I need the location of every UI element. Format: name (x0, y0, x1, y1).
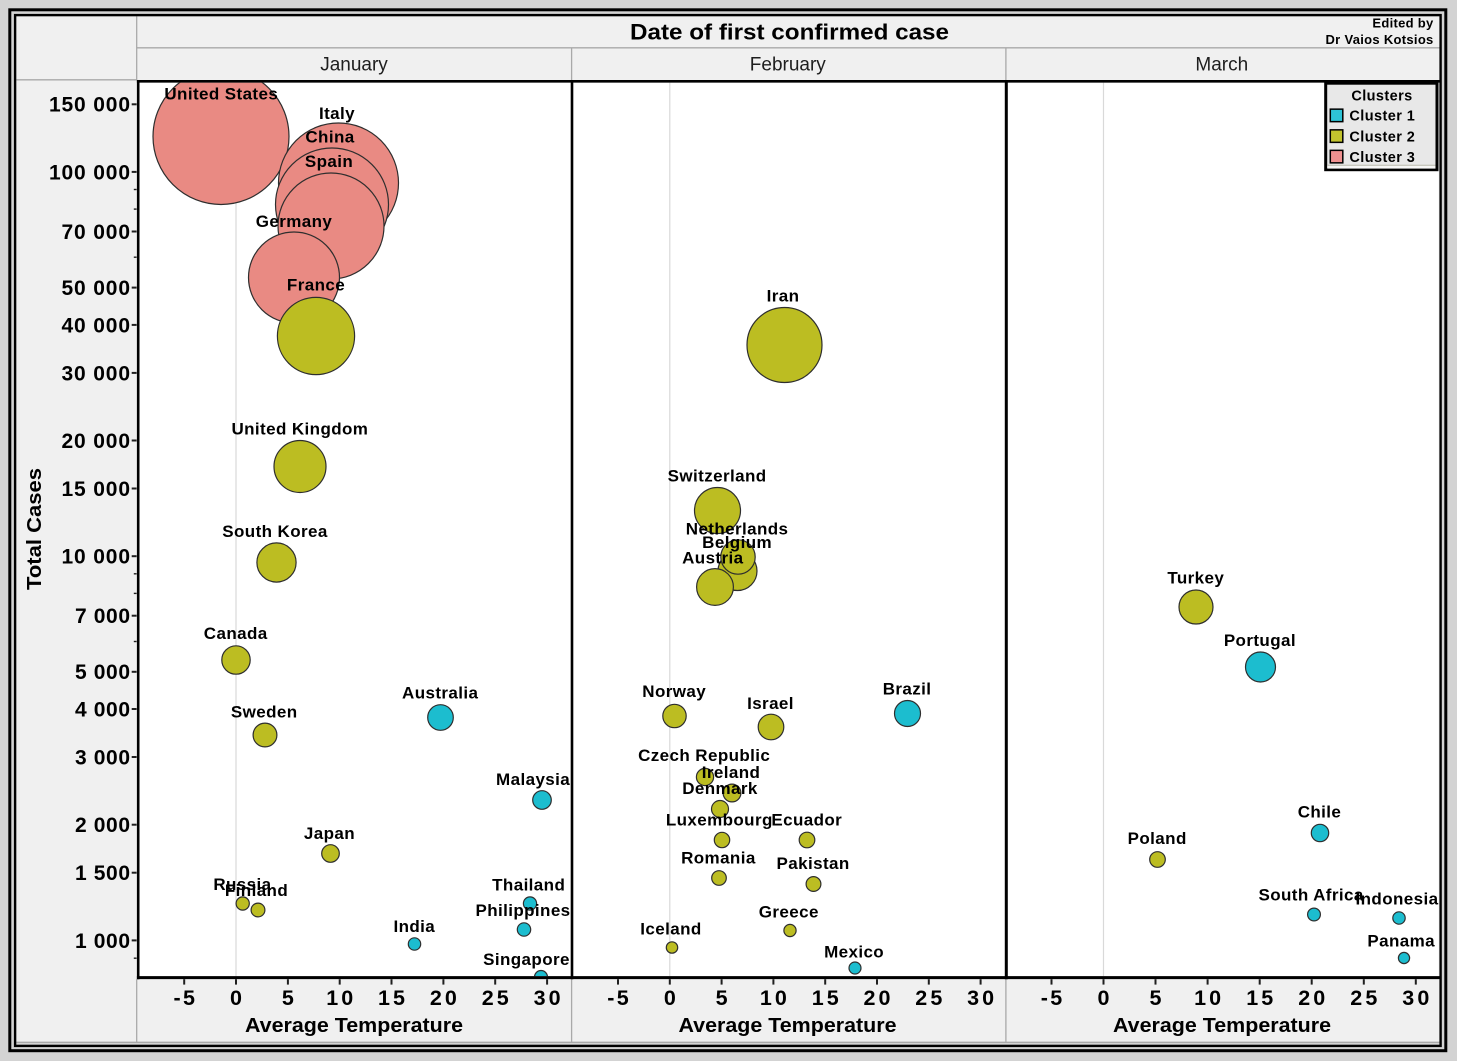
svg-text:March: March (1195, 55, 1248, 76)
svg-text:5: 5 (282, 986, 294, 1010)
svg-text:Greece: Greece (759, 902, 819, 921)
svg-text:Clusters: Clusters (1351, 89, 1412, 105)
svg-text:Average Temperature: Average Temperature (679, 1015, 897, 1037)
svg-text:100 000: 100 000 (49, 161, 130, 184)
svg-text:20 000: 20 000 (62, 430, 131, 453)
svg-text:United States: United States (164, 85, 278, 104)
svg-text:Italy: Italy (319, 104, 355, 123)
svg-text:Czech Republic: Czech Republic (638, 746, 770, 765)
svg-text:Cluster 3: Cluster 3 (1349, 150, 1415, 166)
svg-text:Pakistan: Pakistan (777, 854, 850, 873)
svg-text:5: 5 (1150, 986, 1162, 1010)
svg-text:Iceland: Iceland (640, 920, 701, 939)
svg-text:South Africa: South Africa (1258, 885, 1363, 904)
svg-text:1 500: 1 500 (75, 862, 130, 885)
svg-text:Brazil: Brazil (883, 680, 932, 699)
svg-text:Australia: Australia (402, 684, 478, 703)
svg-text:South Korea: South Korea (222, 522, 328, 541)
svg-text:150 000: 150 000 (49, 94, 130, 117)
svg-text:Ecuador: Ecuador (771, 811, 842, 830)
svg-text:January: January (320, 55, 388, 76)
svg-text:Thailand: Thailand (492, 876, 565, 895)
svg-text:Ireland: Ireland (702, 763, 761, 782)
svg-text:Sweden: Sweden (231, 703, 298, 722)
svg-text:-5: -5 (1041, 986, 1063, 1010)
svg-text:China: China (305, 128, 354, 147)
svg-text:Belgium: Belgium (702, 533, 772, 552)
svg-text:Dr Vaios Kotsios: Dr Vaios Kotsios (1325, 32, 1433, 47)
svg-text:3 000: 3 000 (75, 746, 130, 769)
svg-text:Switzerland: Switzerland (668, 467, 767, 486)
svg-text:February: February (750, 55, 827, 76)
svg-text:-5: -5 (173, 986, 195, 1010)
svg-text:2 000: 2 000 (75, 814, 130, 837)
svg-text:40 000: 40 000 (62, 314, 131, 337)
svg-text:United Kingdom: United Kingdom (231, 420, 368, 439)
svg-text:Finland: Finland (225, 881, 288, 900)
svg-text:Philippines: Philippines (475, 901, 570, 920)
svg-text:Total Cases: Total Cases (24, 468, 46, 590)
svg-text:4 000: 4 000 (75, 698, 130, 721)
svg-text:Russia: Russia (213, 875, 271, 894)
svg-text:Netherlands: Netherlands (686, 520, 789, 539)
svg-text:0: 0 (1098, 986, 1110, 1010)
svg-text:Date of first confirmed case: Date of first confirmed case (630, 20, 949, 45)
svg-text:Edited by: Edited by (1372, 16, 1434, 31)
svg-text:Singapore: Singapore (483, 950, 570, 969)
svg-text:Cluster 1: Cluster 1 (1349, 109, 1415, 125)
svg-text:Japan: Japan (304, 824, 355, 843)
svg-text:0: 0 (230, 986, 242, 1010)
svg-text:Portugal: Portugal (1224, 631, 1296, 650)
svg-text:-5: -5 (607, 986, 629, 1010)
svg-text:1 000: 1 000 (75, 930, 130, 953)
svg-text:Spain: Spain (305, 152, 353, 171)
svg-text:Average Temperature: Average Temperature (1113, 1015, 1331, 1037)
svg-text:30 000: 30 000 (62, 362, 131, 385)
svg-text:Cluster 2: Cluster 2 (1349, 129, 1415, 145)
svg-text:15 000: 15 000 (62, 478, 131, 501)
svg-text:7 000: 7 000 (75, 605, 130, 628)
svg-text:Chile: Chile (1298, 803, 1342, 822)
svg-text:Germany: Germany (256, 212, 333, 231)
svg-text:Austria: Austria (682, 549, 744, 568)
svg-text:50 000: 50 000 (62, 277, 131, 300)
svg-text:Average Temperature: Average Temperature (245, 1015, 463, 1037)
svg-text:France: France (287, 276, 345, 295)
svg-text:India: India (393, 917, 435, 936)
svg-text:Denmark: Denmark (682, 779, 758, 798)
svg-text:Norway: Norway (642, 682, 706, 701)
svg-text:Canada: Canada (204, 624, 268, 643)
svg-text:Iran: Iran (767, 286, 800, 305)
svg-text:Panama: Panama (1367, 931, 1435, 950)
svg-text:70 000: 70 000 (62, 221, 131, 244)
svg-text:Israel: Israel (747, 694, 794, 713)
svg-text:Mexico: Mexico (824, 943, 884, 962)
svg-text:Turkey: Turkey (1167, 569, 1224, 588)
svg-text:5 000: 5 000 (75, 661, 130, 684)
svg-text:5: 5 (716, 986, 728, 1010)
svg-text:Indonesia: Indonesia (1356, 890, 1439, 909)
svg-text:Romania: Romania (681, 849, 756, 868)
svg-text:0: 0 (664, 986, 676, 1010)
svg-text:Luxembourg: Luxembourg (666, 811, 773, 830)
svg-text:10 000: 10 000 (62, 546, 131, 569)
svg-text:Poland: Poland (1128, 829, 1187, 848)
svg-text:Malaysia: Malaysia (496, 770, 570, 789)
